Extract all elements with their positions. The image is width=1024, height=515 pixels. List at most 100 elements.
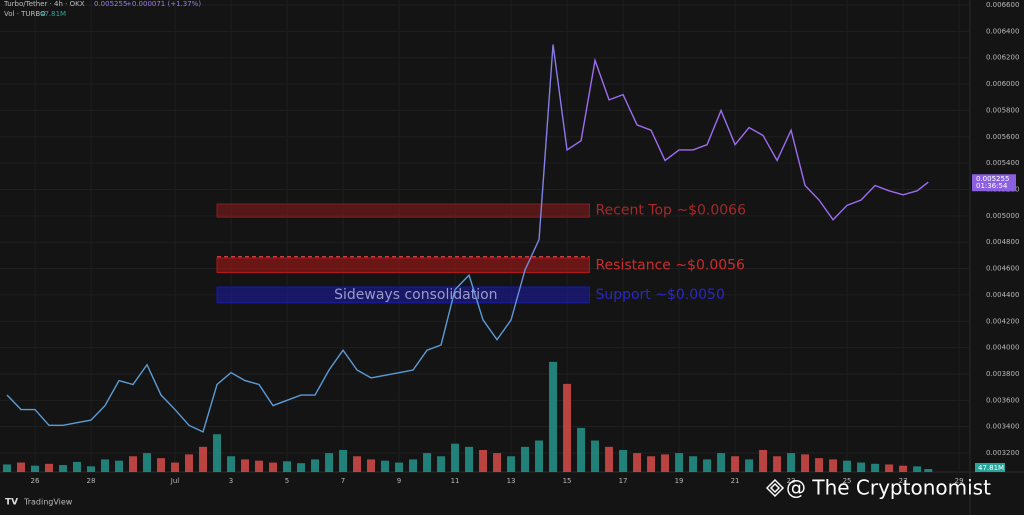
y-tick-label: 0.005800: [986, 106, 1019, 114]
volume-bar: [157, 458, 166, 472]
price-tag: [972, 174, 1016, 192]
y-tick-label: 0.006200: [986, 54, 1019, 62]
y-tick-label: 0.004400: [986, 291, 1019, 299]
x-tick-label: 28: [87, 477, 96, 485]
x-tick-label: 21: [731, 477, 740, 485]
zone-label: Resistance ~$0.0056: [595, 257, 745, 273]
volume-bar: [619, 449, 628, 472]
volume-bar: [45, 463, 54, 472]
volume-bar: [283, 461, 292, 472]
y-tick-label: 0.004800: [986, 238, 1019, 246]
volume-bar: [493, 453, 502, 472]
y-tick-label: 0.004600: [986, 265, 1019, 273]
volume-bar: [535, 440, 544, 472]
volume-bar: [689, 456, 698, 472]
y-tick-label: 0.005400: [986, 159, 1019, 167]
volume-bar: [73, 461, 82, 472]
volume-bar: [185, 454, 194, 472]
price-line: [6, 44, 929, 433]
volume-bar: [591, 440, 600, 472]
x-tick-label: 19: [675, 477, 684, 485]
change: +0.000071 (+1.37%): [126, 0, 201, 8]
volume-bar: [675, 453, 684, 472]
volume-bar: [521, 446, 530, 472]
note: Sideways consolidation: [334, 287, 497, 303]
x-tick-label: 11: [451, 477, 460, 485]
volume-bar: [311, 459, 320, 472]
volume-value: 47.81M: [40, 10, 66, 18]
volume-bar: [409, 459, 418, 472]
volume-bar: [717, 453, 726, 472]
watermark-logo: [765, 478, 785, 498]
zone-label: Recent Top ~$0.0066: [595, 203, 746, 219]
zone-label: Support ~$0.0050: [595, 287, 724, 303]
volume-bar: [171, 462, 180, 472]
volume-bar: [241, 459, 250, 472]
volume-bar: [129, 456, 138, 472]
y-tick-label: 0.006000: [986, 80, 1019, 88]
x-tick-label: 17: [619, 477, 628, 485]
volume-bar: [829, 459, 838, 472]
volume-bar: [213, 434, 222, 472]
watermark: @ The Cryptonomist: [786, 476, 991, 500]
zone: [216, 257, 590, 274]
volume-bar: [913, 466, 922, 472]
volume-bar: [395, 462, 404, 472]
x-tick-label: 7: [341, 477, 345, 485]
volume-bar: [17, 462, 26, 472]
y-tick-label: 0.004200: [986, 317, 1019, 325]
volume-bar: [437, 456, 446, 472]
volume-bar: [633, 453, 642, 472]
y-tick-label: 0.004000: [986, 344, 1019, 352]
volume-bar: [787, 453, 796, 472]
volume-bar: [199, 446, 208, 472]
y-tick-label: 0.003400: [986, 423, 1019, 431]
volume-bar: [325, 453, 334, 472]
volume-bar: [801, 454, 810, 472]
volume-bar: [843, 460, 852, 472]
volume-bar: [3, 464, 12, 472]
volume-bar: [367, 459, 376, 472]
y-tick-label: 0.006400: [986, 27, 1019, 35]
volume-bar: [661, 454, 670, 472]
volume-bar: [605, 446, 614, 472]
volume-bar: [899, 465, 908, 472]
volume-bar: [745, 459, 754, 472]
volume-bar: [773, 456, 782, 472]
platform: TradingView: [23, 498, 73, 507]
volume-tag-value: 47.81M: [978, 464, 1004, 472]
volume-bar: [423, 453, 432, 472]
volume-bar: [479, 449, 488, 472]
volume-bar: [465, 446, 474, 472]
volume-bar: [87, 466, 96, 472]
volume-bar: [549, 361, 558, 472]
price: 0.005255: [94, 0, 127, 8]
x-tick-label: 29: [955, 477, 964, 485]
x-tick-label: 27: [899, 477, 908, 485]
x-tick-label: 5: [285, 477, 289, 485]
volume-bar: [871, 463, 880, 472]
zone: [216, 286, 590, 304]
y-tick-label: 0.005000: [986, 212, 1019, 220]
x-tick-label: 3: [229, 477, 233, 485]
volume-bar: [101, 459, 110, 472]
volume-bar: [703, 459, 712, 472]
volume-bar: [255, 460, 264, 472]
volume-bar: [507, 456, 516, 472]
volume-bar: [857, 462, 866, 472]
y-tick-label: 0.003600: [986, 396, 1019, 404]
x-tick-label: 9: [397, 477, 401, 485]
x-tick-label: Jul: [170, 477, 180, 485]
y-tick-label: 0.006600: [986, 1, 1019, 9]
symbol: Turbo/Tether · 4h · OKX: [3, 0, 85, 8]
x-tick-label: 13: [507, 477, 516, 485]
x-tick-label: 15: [563, 477, 572, 485]
volume-bar: [577, 427, 586, 472]
y-tick-label: 0.005600: [986, 133, 1019, 141]
volume-bar: [269, 462, 278, 472]
volume-bar: [815, 458, 824, 472]
volume-bar: [143, 453, 152, 472]
countdown: 01:36:54: [976, 182, 1008, 190]
